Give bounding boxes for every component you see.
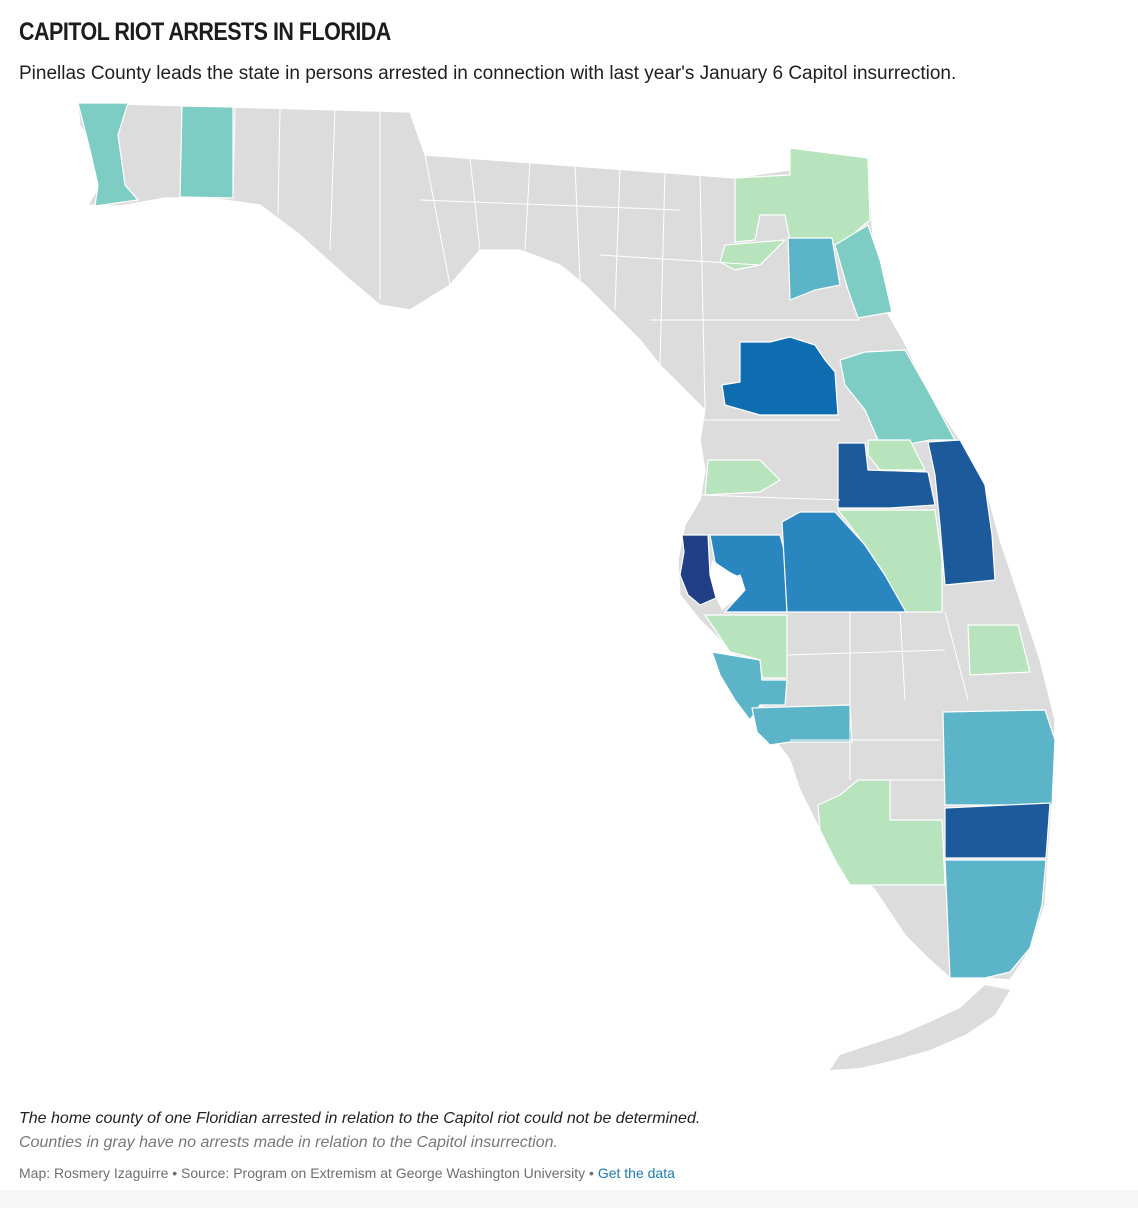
page-subtitle: Pinellas County leads the state in perso…	[19, 63, 957, 84]
florida-keys	[830, 985, 1010, 1070]
county-marion	[721, 336, 839, 416]
get-data-link[interactable]: Get the data	[597, 1165, 675, 1181]
note-gray-counties: Counties in gray have no arrests made in…	[19, 1134, 558, 1151]
note-unknown-county: The home county of one Floridian arreste…	[19, 1110, 701, 1127]
tampa-bay	[710, 560, 745, 610]
page-title: CAPITOL RIOT ARRESTS IN FLORIDA	[19, 18, 391, 46]
county-brevard	[927, 439, 996, 586]
credit-line: Map: Rosmery Izaguirre • Source: Program…	[19, 1165, 675, 1181]
county-volusia	[839, 349, 956, 446]
county-hernando	[704, 459, 781, 496]
county-pinellas	[679, 534, 717, 606]
county-escambia	[77, 102, 139, 207]
map-svg	[77, 102, 1056, 1070]
county-palm-beach	[942, 709, 1056, 806]
county-okaloosa	[179, 105, 234, 199]
county-nassau-baker	[734, 147, 871, 246]
credit-text: Map: Rosmery Izaguirre • Source: Program…	[19, 1165, 598, 1181]
county-st-lucie	[967, 624, 1031, 676]
county-broward	[944, 802, 1051, 859]
florida-county-map	[0, 95, 1138, 1095]
county-orange	[837, 442, 936, 509]
county-seminole	[867, 439, 926, 471]
county-borders	[232, 107, 969, 781]
county-collier	[817, 779, 946, 886]
footer-band	[0, 1190, 1138, 1208]
county-st-johns	[834, 224, 893, 319]
county-sarasota	[711, 651, 788, 721]
county-charlotte	[751, 704, 853, 746]
county-columbia	[719, 239, 786, 271]
county-clay	[787, 237, 841, 301]
county-osceola	[837, 509, 943, 613]
county-miami-dade	[944, 859, 1047, 979]
